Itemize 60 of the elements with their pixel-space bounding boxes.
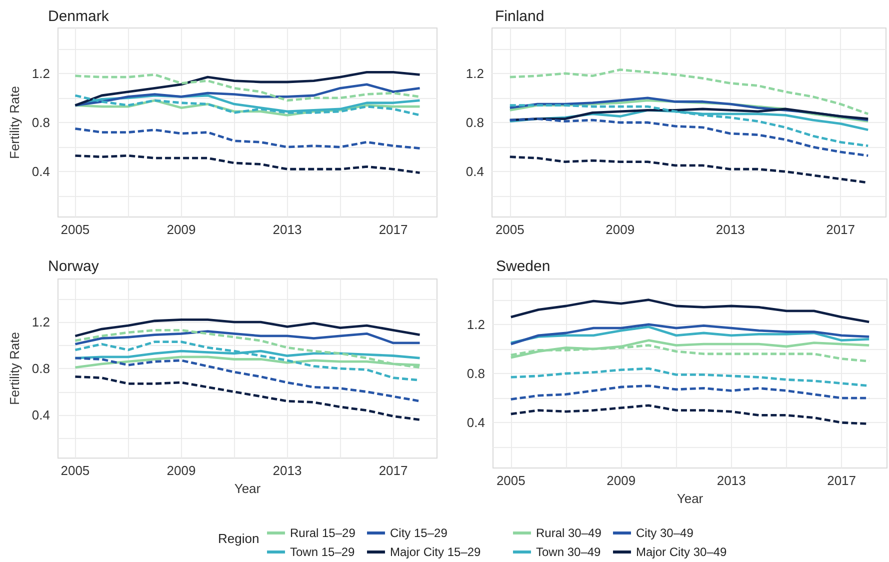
line-series <box>74 318 421 338</box>
x-tick-label: 2013 <box>716 473 746 488</box>
y-tick-label: 0.8 <box>466 115 484 130</box>
chart-title: Sweden <box>496 258 550 275</box>
x-tick-label: 2005 <box>60 222 90 237</box>
line-series <box>74 330 421 346</box>
y-tick-label: 0.4 <box>466 415 485 430</box>
legend-label: City 15–29 <box>390 526 448 540</box>
x-axis-title: Year <box>676 490 704 506</box>
legend-label: Major City 30–49 <box>636 545 728 559</box>
chart-title: Finland <box>495 8 544 25</box>
y-tick-label: 0.4 <box>466 164 484 180</box>
x-tick-label: 2009 <box>166 222 196 237</box>
legend-label: Major City 15–29 <box>390 545 482 559</box>
legend-label: City 30–49 <box>636 526 694 540</box>
legend-label: Town 30–49 <box>536 545 602 559</box>
x-tick-label: 2013 <box>272 463 302 478</box>
x-axis-title: Year <box>234 481 262 496</box>
x-tick-label: 2005 <box>60 463 90 478</box>
y-tick-label: 1.2 <box>466 316 485 332</box>
x-tick-label: 2009 <box>606 473 636 488</box>
y-tick-label: 1.2 <box>32 314 50 330</box>
y-tick-label: 0.4 <box>32 164 50 180</box>
y-tick-label: 1.2 <box>466 66 484 81</box>
line-series <box>510 298 870 324</box>
y-tick-label: 0.8 <box>32 361 50 376</box>
line-series <box>74 375 421 421</box>
legend-title: Region <box>218 531 260 546</box>
line-series <box>74 83 421 107</box>
line-series <box>508 118 870 157</box>
x-tick-label: 2017 <box>826 222 855 237</box>
line-series <box>74 99 421 116</box>
line-series <box>74 70 421 107</box>
line-series <box>74 356 421 402</box>
y-tick-label: 0.8 <box>466 366 485 381</box>
line-series <box>74 154 421 174</box>
line-series <box>508 104 870 148</box>
y-tick-label: 1.2 <box>32 66 50 81</box>
y-tick-label: 0.8 <box>32 115 50 130</box>
y-axis-title: Fertility Rate <box>7 86 22 159</box>
x-tick-label: 2005 <box>496 473 526 488</box>
x-tick-label: 2009 <box>606 222 635 237</box>
line-series <box>74 94 421 116</box>
x-tick-label: 2013 <box>716 222 745 237</box>
x-tick-label: 2017 <box>827 473 856 488</box>
x-tick-label: 2017 <box>378 463 408 478</box>
legend-label: Town 15–29 <box>290 545 356 559</box>
x-tick-label: 2009 <box>166 463 196 478</box>
chart-title: Norway <box>48 258 100 275</box>
x-tick-label: 2013 <box>272 222 302 237</box>
x-tick-label: 2005 <box>495 222 524 237</box>
line-series <box>74 73 421 102</box>
y-tick-label: 0.4 <box>32 408 50 423</box>
legend-label: Rural 15–29 <box>290 526 356 540</box>
line-series <box>74 127 421 150</box>
legend-label: Rural 30–49 <box>536 526 602 540</box>
line-series <box>508 68 870 116</box>
chart-title: Denmark <box>48 8 110 25</box>
x-tick-label: 2017 <box>378 222 408 237</box>
y-axis-title: Fertility Rate <box>7 332 22 406</box>
